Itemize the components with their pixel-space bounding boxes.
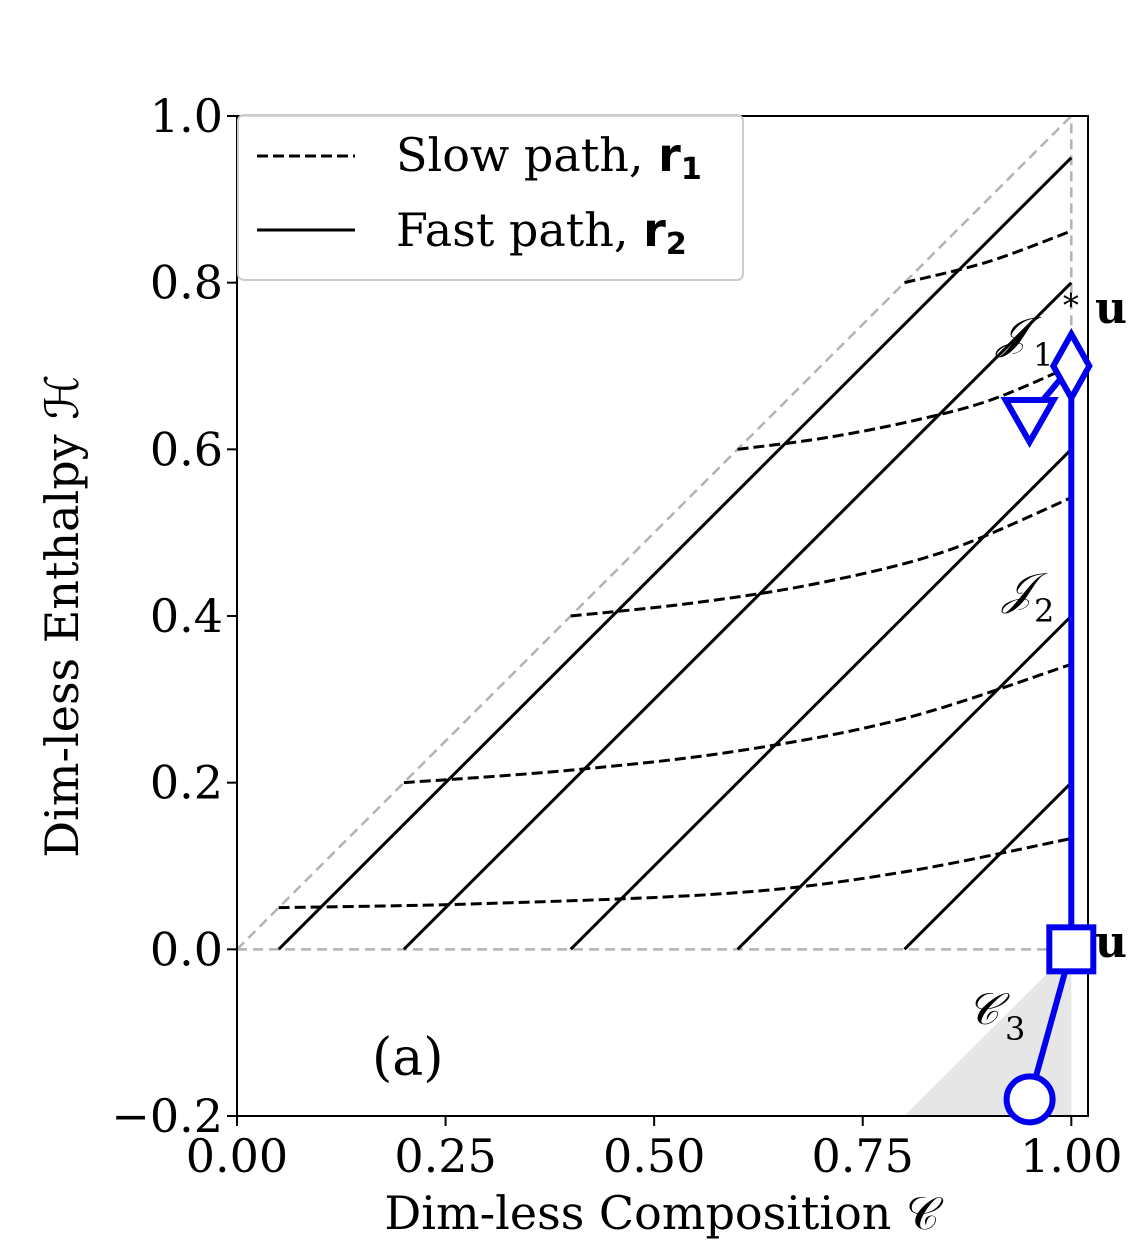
legend-box <box>237 114 744 281</box>
fast-slow-paths <box>277 156 1073 951</box>
fast-path-6 <box>402 281 1073 951</box>
panel-label: (a) <box>372 1028 444 1088</box>
y-tick-label: 1.0 <box>150 89 223 143</box>
legend-entry-slow-bold: r <box>658 128 681 182</box>
slow-path-3 <box>737 364 1072 451</box>
y-ticks: −0.2 0.0 0.2 0.4 0.6 0.8 1.0 <box>111 89 237 1143</box>
annotation-j1-sup: ∗ <box>1060 280 1082 318</box>
legend: Slow path, r1 Fast path, r2 <box>237 114 744 281</box>
marker-circle <box>1003 1073 1056 1126</box>
annotation-u-top: u <box>1095 283 1127 334</box>
x-axis-label: Dim-less Composition 𝒞 <box>384 1186 944 1240</box>
legend-entry-fast-label: Fast path, <box>396 203 643 257</box>
reference-line-0 <box>237 116 1073 951</box>
annotation-c3-sub: 3 <box>1005 1010 1025 1048</box>
marker-diamond <box>1049 327 1093 405</box>
annotation-j2: 𝒥 2 <box>1001 564 1054 630</box>
y-tick-label: 0.0 <box>150 922 223 976</box>
marker-square <box>1046 924 1097 975</box>
slow-path-0 <box>278 837 1072 910</box>
x-tick-label: 0.75 <box>812 1129 914 1183</box>
y-tick-label: 0.4 <box>150 589 223 643</box>
legend-entry-slow-label: Slow path, <box>396 128 658 182</box>
x-ticks: 0.00 0.25 0.50 0.75 1.00 <box>186 1116 1123 1183</box>
blue-trajectory <box>1026 363 1075 1101</box>
x-tick-label: 0.50 <box>603 1129 705 1183</box>
legend-entry-slow: Slow path, r1 <box>396 128 702 187</box>
annotation-u-bottom: u <box>1095 917 1127 968</box>
y-tick-label: 0.8 <box>150 256 223 310</box>
legend-entry-fast-sub: 2 <box>666 227 687 262</box>
x-tick-label: 0.25 <box>394 1129 496 1183</box>
fast-path-5 <box>277 156 1073 951</box>
legend-entry-fast: Fast path, r2 <box>396 203 687 262</box>
y-tick-label: 0.2 <box>150 756 223 810</box>
slow-path-4 <box>904 229 1072 285</box>
x-tick-label: 1.00 <box>1020 1129 1122 1183</box>
y-axis-label: Dim-less Enthalpy ℋ <box>35 374 89 858</box>
annotation-j1-sub: 1 <box>1033 336 1053 374</box>
fast-path-9 <box>903 781 1073 951</box>
y-tick-label: −0.2 <box>111 1089 223 1143</box>
slow-path-2 <box>570 496 1072 618</box>
blue-path-layer <box>1000 327 1097 1126</box>
legend-entry-slow-sub: 1 <box>681 152 702 187</box>
x-tick-label: 0.00 <box>186 1129 288 1183</box>
y-tick-label: 0.6 <box>150 422 223 476</box>
marker-triangle-down <box>1000 397 1059 449</box>
slow-path-1 <box>403 662 1072 785</box>
fast-path-8 <box>736 614 1073 951</box>
annotation-j2-sub: 2 <box>1034 592 1054 630</box>
legend-entry-fast-bold: r <box>643 203 666 257</box>
fast-path-7 <box>569 448 1073 951</box>
